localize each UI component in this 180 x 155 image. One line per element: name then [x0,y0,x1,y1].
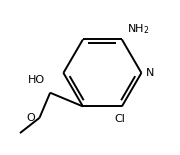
Text: HO: HO [28,75,45,85]
Text: NH$_2$: NH$_2$ [127,23,150,36]
Text: O: O [26,113,35,123]
Text: Cl: Cl [115,114,126,124]
Text: N: N [146,68,154,78]
